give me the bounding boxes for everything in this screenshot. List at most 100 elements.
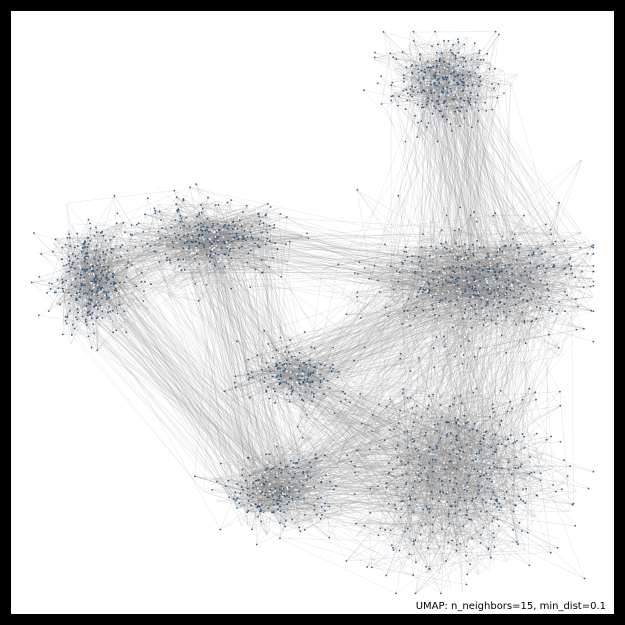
data-point (211, 257, 213, 259)
data-point (248, 519, 251, 522)
data-point (424, 572, 427, 575)
data-point (149, 245, 152, 248)
data-point (433, 255, 436, 258)
data-point (435, 336, 438, 339)
data-point (486, 477, 488, 480)
data-point (397, 281, 400, 283)
data-point (129, 259, 131, 261)
data-point (423, 98, 426, 100)
data-point (107, 226, 110, 229)
data-point (40, 253, 43, 255)
data-point (453, 271, 456, 274)
data-point (174, 219, 177, 222)
data-point (490, 292, 492, 295)
data-point (203, 244, 205, 247)
data-point (280, 485, 283, 487)
data-point (306, 380, 309, 383)
data-point (486, 268, 489, 270)
data-point (454, 303, 457, 306)
data-point (382, 31, 385, 33)
data-point (252, 492, 254, 495)
data-point (377, 485, 379, 488)
data-point (483, 459, 486, 462)
data-point (88, 321, 91, 324)
data-point (208, 255, 211, 258)
data-point (474, 58, 477, 60)
data-point (211, 248, 214, 251)
data-point (526, 274, 528, 277)
data-point (316, 369, 319, 372)
data-point (412, 40, 415, 42)
data-point (390, 284, 392, 287)
data-point (451, 323, 453, 326)
data-point (568, 263, 570, 266)
data-point (518, 521, 521, 524)
data-point (294, 488, 296, 491)
data-point (437, 281, 440, 283)
data-point (442, 283, 444, 286)
data-point (135, 249, 137, 252)
data-point (432, 448, 434, 451)
data-point (461, 592, 464, 595)
data-point (153, 207, 156, 210)
data-point (422, 89, 424, 91)
data-point (211, 489, 214, 491)
data-point (410, 496, 413, 499)
data-point (480, 58, 482, 61)
data-point (504, 293, 507, 295)
data-point (485, 430, 488, 433)
data-point (279, 375, 282, 378)
data-point (195, 246, 198, 249)
data-point (461, 402, 463, 405)
data-point (575, 328, 578, 331)
data-point (215, 500, 218, 502)
data-point (276, 368, 279, 370)
data-point (464, 289, 467, 291)
data-point (513, 347, 515, 350)
data-point (470, 306, 472, 309)
data-point (267, 350, 269, 353)
data-point (497, 286, 499, 289)
data-point (114, 289, 116, 292)
data-point (260, 484, 263, 486)
data-point (232, 238, 235, 240)
data-point (474, 82, 476, 84)
data-point (94, 281, 97, 284)
data-point (387, 488, 389, 491)
data-point (306, 471, 309, 473)
data-point (209, 238, 212, 241)
data-point (65, 264, 68, 266)
data-point (394, 504, 396, 507)
data-point (452, 466, 455, 469)
data-point (517, 280, 519, 283)
inter-cluster-edges-D-E (194, 347, 574, 594)
data-point (457, 284, 459, 287)
data-point (80, 316, 83, 319)
data-point (318, 386, 321, 389)
data-point (284, 351, 286, 353)
data-point (542, 264, 545, 267)
data-point (420, 91, 423, 94)
data-point (61, 333, 64, 336)
data-point (255, 479, 257, 482)
data-point (335, 485, 337, 487)
data-point (490, 556, 492, 559)
data-point (485, 441, 488, 443)
data-point (521, 530, 523, 532)
data-point (442, 271, 445, 274)
data-point (457, 73, 460, 76)
data-point (404, 530, 406, 533)
data-point (505, 490, 508, 493)
data-point (535, 317, 538, 320)
data-point (356, 296, 358, 298)
data-point (490, 446, 493, 449)
data-point (530, 298, 533, 300)
data-point (426, 479, 429, 482)
data-point (126, 250, 129, 252)
data-point (153, 250, 156, 253)
data-point (417, 463, 420, 466)
data-point (493, 296, 496, 298)
data-point (476, 94, 479, 97)
data-point (376, 279, 379, 282)
data-point (263, 484, 266, 486)
